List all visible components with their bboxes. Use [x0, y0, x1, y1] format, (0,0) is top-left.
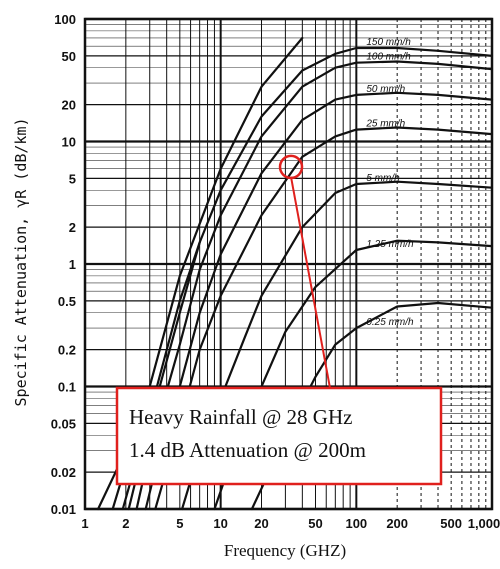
x-tick-label: 1,000 — [468, 516, 500, 531]
y-tick-label: 5 — [69, 171, 76, 186]
series-label-1: 100 mm/h — [366, 52, 411, 63]
series-label-4: 5 mm/h — [366, 173, 400, 184]
series-line-0 — [127, 46, 494, 511]
curve-labels: 150 mm/h 100 mm/h 50 mm/h 25 mm/h 5 mm/h 1.25… — [365, 37, 414, 328]
y-tick-label: 10 — [62, 135, 76, 150]
callout-leader-line — [290, 176, 331, 389]
y-tick-label: 20 — [62, 98, 76, 113]
callout-box — [115, 386, 443, 486]
y-tick-labels: 0.01 0.02 0.05 0.1 0.2 0.5 1 2 5 10 20 50 100 — [51, 12, 76, 517]
y-axis-label: Specific Attenuation, γR (dB/km) — [12, 118, 30, 407]
y-tick-label: 1 — [69, 257, 76, 272]
y-tick-label: 0.5 — [58, 294, 76, 309]
y-tick-label: 0.01 — [51, 502, 76, 517]
y-tick-label: 0.2 — [58, 343, 76, 358]
x-tick-label: 1 — [81, 516, 88, 531]
series-label-3: 25 mm/h — [365, 119, 405, 130]
y-tick-label: 0.1 — [58, 380, 76, 395]
x-tick-label: 5 — [176, 516, 183, 531]
x-axis-label: Frequency (GHZ) — [224, 541, 346, 560]
series-label-2: 50 mm/h — [366, 84, 405, 95]
callout-text-line: Heavy Rainfall @ 28 GHz — [129, 405, 352, 429]
x-tick-label: 10 — [213, 516, 227, 531]
callout-annotation: Heavy Rainfall @ 28 GHz 1.4 dB Attenuatio… — [115, 154, 443, 486]
y-tick-label: 50 — [62, 49, 76, 64]
x-tick-label: 500 — [440, 516, 462, 531]
x-tick-label: 2 — [122, 516, 129, 531]
series-label-5: 1.25 mm/h — [366, 239, 414, 250]
y-tick-label: 2 — [69, 220, 76, 235]
y-tick-label: 100 — [54, 12, 76, 27]
x-tick-labels: 1 2 5 10 20 50 100 200 500 1,000 — [81, 516, 500, 531]
y-tick-label: 0.05 — [51, 416, 76, 431]
x-tick-label: 200 — [386, 516, 408, 531]
x-tick-label: 20 — [254, 516, 268, 531]
series-label-0: 150 mm/h — [366, 37, 411, 48]
series-line-1 — [135, 60, 494, 511]
y-tick-label: 0.02 — [51, 465, 76, 480]
series-label-6: 0.25 mm/h — [366, 317, 414, 328]
x-tick-label: 100 — [345, 516, 367, 531]
x-tick-label: 50 — [308, 516, 322, 531]
callout-text-line: 1.4 dB Attenuation @ 200m — [129, 438, 366, 462]
series-line-3 — [154, 126, 494, 511]
